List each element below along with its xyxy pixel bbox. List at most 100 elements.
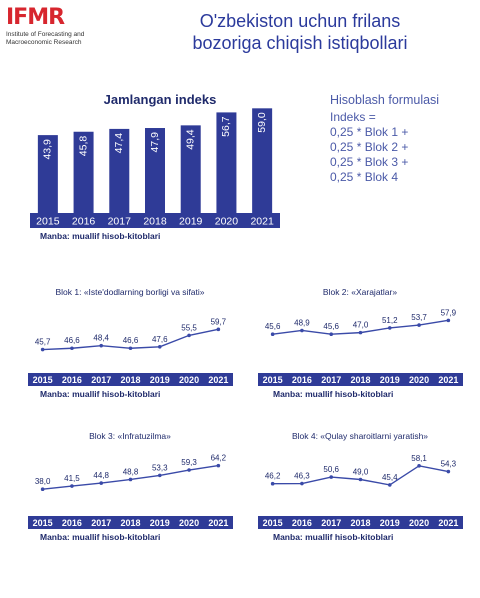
data-label: 47,0 <box>353 321 369 330</box>
x-tick-label: 2017 <box>91 518 111 528</box>
bar-value-label: 56,7 <box>220 116 232 137</box>
bar <box>252 108 273 213</box>
x-tick-label: 2018 <box>120 518 140 528</box>
x-tick-label: 2020 <box>215 216 239 228</box>
data-label: 50,6 <box>323 465 339 474</box>
blok1-line-chart: 45,7 2015 46,6 2016 48,4 2017 46,6 2018 47,6 2019… <box>28 317 233 386</box>
data-point <box>40 347 45 352</box>
data-label: 48,4 <box>93 334 109 343</box>
x-tick-label: 2019 <box>150 375 170 385</box>
bar-value-label: 43,9 <box>42 139 54 160</box>
x-tick-label: 2019 <box>179 216 203 228</box>
blok3-source: Manba: muallif hisob-kitoblari <box>40 532 161 542</box>
blok4-title: Blok 4: «Qulay sharoitlarni yaratish» <box>291 431 429 441</box>
x-tick-label: 2018 <box>143 216 167 228</box>
formula-line: 0,25 * Blok 3 + <box>330 155 409 169</box>
data-point <box>270 481 275 486</box>
data-point <box>216 327 221 332</box>
data-point <box>99 481 104 485</box>
data-label: 64,2 <box>211 454 227 463</box>
x-tick-label: 2021 <box>438 375 458 385</box>
bar <box>109 128 130 213</box>
x-tick-label: 2019 <box>380 375 400 385</box>
x-tick-label: 2017 <box>91 375 111 385</box>
x-tick-label: 2017 <box>108 216 132 228</box>
data-point <box>157 473 162 478</box>
data-label: 53,3 <box>152 463 168 472</box>
x-tick-label: 2021 <box>208 375 228 385</box>
x-axis-band <box>30 213 280 228</box>
logo-subtitle-line2: Macroeconomic Research <box>6 39 82 46</box>
formula-title: Hisoblash formulasi <box>330 93 440 107</box>
x-tick-label: 2017 <box>321 375 341 385</box>
x-axis-band <box>258 373 463 386</box>
data-point <box>70 484 74 488</box>
data-point <box>358 330 363 335</box>
data-point <box>387 326 392 330</box>
x-tick-label: 2018 <box>350 375 370 385</box>
bar <box>180 125 201 213</box>
data-point <box>128 477 133 482</box>
x-tick-label: 2015 <box>36 216 60 228</box>
data-point <box>216 463 221 468</box>
data-point <box>446 469 451 474</box>
data-point <box>387 483 392 487</box>
data-label: 45,7 <box>35 338 51 347</box>
bar-value-label: 49,4 <box>184 129 196 150</box>
logo-subtitle-line1: Institute of Forecasting and <box>6 31 85 38</box>
data-label: 51,2 <box>382 316 398 325</box>
data-point <box>157 345 162 349</box>
data-point <box>99 343 104 348</box>
main-bar-chart: 43,9 2015 45,8 2016 47,4 2017 47,9 2018 49,4 2019… <box>30 108 280 228</box>
data-label: 45,4 <box>382 473 398 482</box>
data-label: 48,9 <box>294 318 310 327</box>
data-point <box>329 332 334 336</box>
x-tick-label: 2021 <box>208 518 228 528</box>
bar <box>73 131 94 213</box>
x-tick-label: 2015 <box>263 375 283 385</box>
data-point <box>128 346 133 351</box>
x-tick-label: 2020 <box>179 518 199 528</box>
data-label: 59,3 <box>181 458 197 467</box>
data-point <box>70 346 74 351</box>
x-tick-label: 2016 <box>292 518 312 528</box>
x-tick-label: 2019 <box>380 518 400 528</box>
data-label: 38,0 <box>35 477 51 486</box>
formula-line: Indeks = <box>330 110 376 124</box>
x-tick-label: 2021 <box>438 518 458 528</box>
data-point <box>446 318 451 323</box>
data-label: 53,7 <box>411 313 427 322</box>
x-tick-label: 2019 <box>150 518 170 528</box>
bar-value-label: 47,9 <box>149 132 161 153</box>
x-tick-label: 2016 <box>292 375 312 385</box>
bar <box>216 112 237 213</box>
formula-line: 0,25 * Blok 2 + <box>330 140 409 154</box>
data-label: 59,7 <box>211 317 227 326</box>
data-label: 55,5 <box>181 323 197 332</box>
bar-value-label: 47,4 <box>113 133 125 154</box>
data-label: 46,3 <box>294 472 310 481</box>
x-axis-band <box>28 516 233 529</box>
blok1-source: Manba: muallif hisob-kitoblari <box>40 389 161 399</box>
x-tick-label: 2016 <box>72 216 96 228</box>
blok2-title: Blok 2: «Xarajatlar» <box>322 287 398 297</box>
formula-block: Hisoblash formulasi Indeks = 0,25 * Blok… <box>330 93 480 185</box>
x-tick-label: 2018 <box>120 375 140 385</box>
x-tick-label: 2021 <box>250 216 274 228</box>
main-chart-title: Jamlangan indeks <box>103 92 217 107</box>
data-point <box>187 468 191 472</box>
data-point <box>40 487 45 491</box>
bar <box>37 135 58 213</box>
x-tick-label: 2016 <box>62 375 82 385</box>
blok4-source: Manba: muallif hisob-kitoblari <box>273 532 394 542</box>
x-axis-band <box>258 516 463 529</box>
x-tick-label: 2015 <box>33 375 53 385</box>
blok4-line-chart: 46,2 2015 46,3 2016 50,6 2017 49,0 2018 45,4 2019… <box>258 454 463 529</box>
formula-line: 0,25 * Blok 4 <box>330 170 399 184</box>
data-label: 46,6 <box>123 336 139 345</box>
data-label: 48,8 <box>123 467 139 476</box>
data-point <box>187 333 191 338</box>
data-point <box>417 464 421 468</box>
data-point <box>300 328 304 333</box>
data-point <box>270 332 275 336</box>
